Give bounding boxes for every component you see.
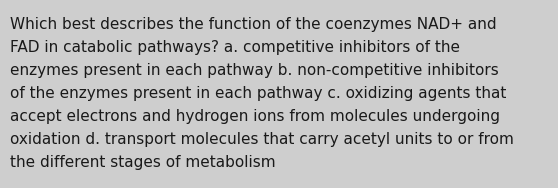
Text: the different stages of metabolism: the different stages of metabolism — [10, 155, 276, 170]
Text: accept electrons and hydrogen ions from molecules undergoing: accept electrons and hydrogen ions from … — [10, 109, 500, 124]
Text: enzymes present in each pathway b. non-competitive inhibitors: enzymes present in each pathway b. non-c… — [10, 63, 499, 78]
Text: oxidation d. transport molecules that carry acetyl units to or from: oxidation d. transport molecules that ca… — [10, 132, 514, 147]
Text: Which best describes the function of the coenzymes NAD+ and: Which best describes the function of the… — [10, 17, 497, 32]
Text: FAD in catabolic pathways? a. competitive inhibitors of the: FAD in catabolic pathways? a. competitiv… — [10, 40, 460, 55]
Text: of the enzymes present in each pathway c. oxidizing agents that: of the enzymes present in each pathway c… — [10, 86, 507, 101]
